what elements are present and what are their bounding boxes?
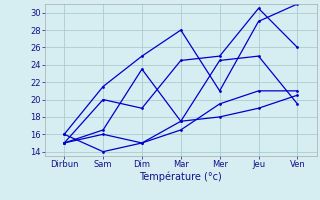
X-axis label: Température (°c): Température (°c) <box>140 172 222 182</box>
